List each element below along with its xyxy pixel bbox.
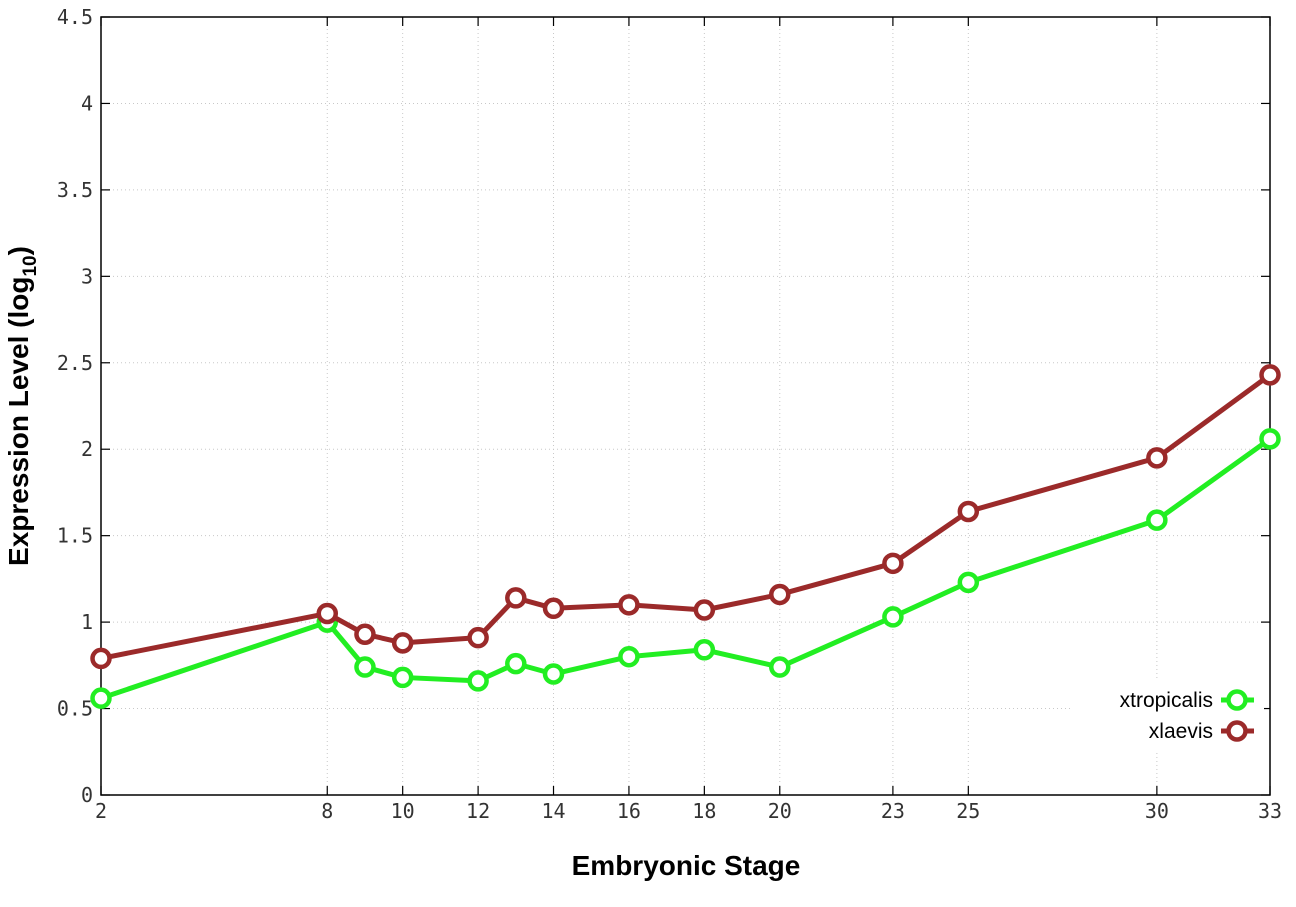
x-tick-label: 20 [768, 799, 792, 823]
data-point-xlaevis [354, 623, 376, 645]
data-point-xlaevis [90, 647, 112, 670]
x-axis-title: Embryonic Stage [572, 850, 801, 881]
series-xlaevis [90, 364, 1281, 670]
x-tick-label: 18 [692, 799, 716, 823]
data-point-xlaevis [467, 626, 489, 649]
y-axis-title: Expression Level (log10) [3, 246, 41, 566]
y-tick-label: 0 [81, 783, 93, 807]
y-axis-title-main: Expression Level (log [3, 277, 34, 566]
x-tick-label: 12 [466, 799, 490, 823]
data-point-xtropicalis [882, 606, 904, 628]
series-line-xlaevis [100, 372, 1272, 661]
data-point-xtropicalis [542, 663, 565, 685]
data-point-xtropicalis [693, 639, 716, 661]
series-xtropicalis [90, 428, 1281, 709]
y-tick-label: 1 [81, 610, 93, 634]
legend-item-xlaevis: xlaevis [1149, 720, 1254, 743]
data-point-xtropicalis [391, 666, 414, 689]
legend: xtropicalis xlaevis [1072, 680, 1264, 750]
grid [101, 17, 1270, 795]
x-tick-label: 14 [541, 799, 565, 823]
data-point-xtropicalis [467, 670, 489, 692]
x-tick-label: 25 [956, 799, 980, 823]
axis-ticks: 0 0.5 1 1.5 2 2.5 3 3.5 4 4.5 2 8 10 12 14 16 18 20 23 25 30… [57, 5, 1282, 823]
x-tick-label: 8 [321, 799, 333, 823]
data-point-xlaevis [1146, 447, 1168, 469]
data-point-xlaevis [542, 597, 565, 620]
data-point-xtropicalis [505, 652, 527, 675]
x-tick-label: 16 [617, 799, 641, 823]
data-point-xtropicalis [769, 656, 791, 678]
y-tick-label: 2 [81, 437, 93, 461]
data-point-xlaevis [618, 594, 640, 616]
legend-label: xlaevis [1149, 720, 1213, 743]
y-axis-title-subscript: 10 [20, 255, 41, 276]
y-tick-label: 4.5 [57, 5, 93, 29]
plot-frame [100, 16, 1271, 796]
data-point-xlaevis [1259, 364, 1281, 386]
data-point-xlaevis [693, 599, 716, 621]
legend-label: xtropicalis [1120, 689, 1213, 712]
legend-swatch-marker [1226, 689, 1248, 711]
x-tick-label: 30 [1145, 799, 1169, 823]
x-tick-label: 23 [881, 799, 905, 823]
y-tick-label: 2.5 [57, 351, 93, 375]
y-tick-label: 0.5 [57, 697, 93, 721]
data-point-xlaevis [882, 552, 904, 575]
data-point-xtropicalis [957, 571, 980, 594]
x-tick-label: 10 [391, 799, 415, 823]
data-point-xlaevis [769, 583, 791, 606]
data-point-xtropicalis [1146, 509, 1168, 531]
y-tick-label: 4 [81, 91, 93, 115]
legend-item-xtropicalis: xtropicalis [1120, 689, 1254, 712]
y-tick-label: 1.5 [57, 524, 93, 548]
series [90, 364, 1281, 709]
y-tick-label: 3 [81, 264, 93, 288]
data-point-xtropicalis [354, 656, 376, 678]
data-point-xtropicalis [618, 645, 640, 668]
x-tick-label: 2 [95, 799, 107, 823]
legend-swatch-marker [1226, 720, 1248, 742]
data-point-xlaevis [957, 500, 980, 523]
data-point-xtropicalis [90, 687, 112, 709]
y-axis-title-close: ) [3, 246, 34, 255]
data-point-xtropicalis [1259, 428, 1281, 450]
data-point-xlaevis [505, 587, 527, 609]
data-point-xlaevis [316, 602, 339, 625]
data-point-xlaevis [391, 632, 414, 654]
y-tick-label: 3.5 [57, 178, 93, 202]
x-tick-label: 33 [1258, 799, 1282, 823]
